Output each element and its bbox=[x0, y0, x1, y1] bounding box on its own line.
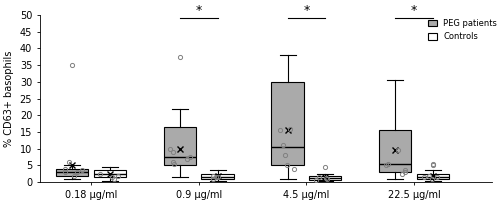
Y-axis label: % CD63+ basophils: % CD63+ basophils bbox=[4, 50, 14, 147]
PathPatch shape bbox=[56, 169, 88, 175]
PathPatch shape bbox=[272, 82, 304, 165]
PathPatch shape bbox=[164, 127, 196, 165]
Legend: PEG patients, Controls: PEG patients, Controls bbox=[428, 19, 497, 41]
PathPatch shape bbox=[309, 176, 342, 180]
PathPatch shape bbox=[379, 130, 412, 172]
Text: *: * bbox=[411, 4, 418, 17]
PathPatch shape bbox=[202, 174, 234, 179]
PathPatch shape bbox=[417, 174, 449, 179]
PathPatch shape bbox=[94, 171, 126, 177]
Text: *: * bbox=[196, 4, 202, 17]
Text: *: * bbox=[304, 4, 310, 17]
